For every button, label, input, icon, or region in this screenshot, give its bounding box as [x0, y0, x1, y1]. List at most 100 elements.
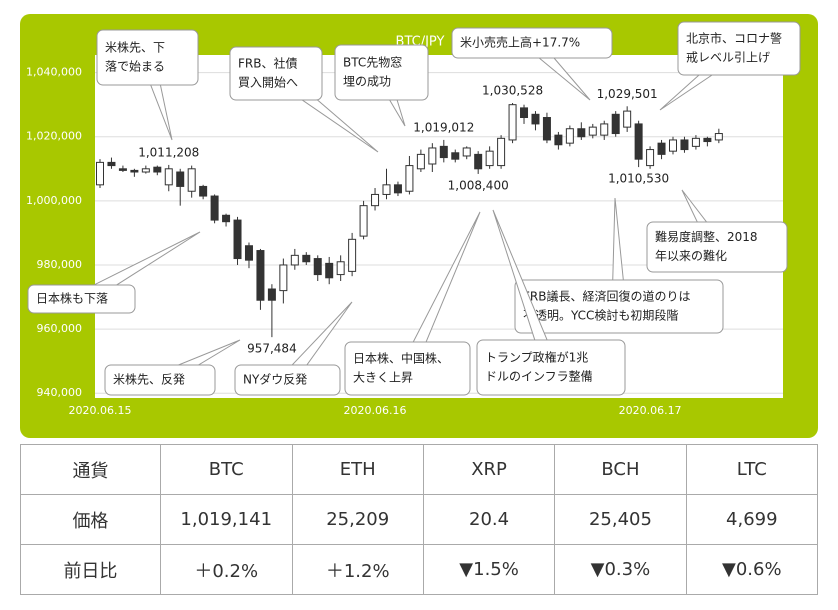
candle-body — [164, 168, 173, 186]
candle-body — [451, 152, 460, 160]
x-tick-label: 2020.06.17 — [619, 404, 682, 417]
candle-body — [336, 261, 345, 276]
candle-body — [176, 171, 185, 187]
table-cell: ＋0.2% — [159, 544, 293, 595]
candle-body — [542, 117, 551, 141]
x-tick-label: 2020.06.16 — [344, 404, 407, 417]
candle-body — [680, 139, 689, 151]
price-label: 957,484 — [247, 342, 297, 356]
price-label: 1,010,530 — [608, 172, 669, 186]
price-label: 1,030,528 — [482, 83, 543, 97]
table-cell: BCH — [554, 444, 687, 495]
callout-box — [234, 364, 341, 396]
table-cell: 1,019,141 — [159, 494, 293, 545]
table-cell: LTC — [685, 444, 819, 495]
candle-body — [325, 262, 334, 279]
callout: 米株先、反発 — [104, 339, 241, 396]
candle-body — [531, 113, 540, 125]
callout-text: トランプ政権が1兆 — [485, 350, 588, 365]
candle-body — [187, 168, 196, 192]
callout-text: 米株先、反発 — [113, 372, 185, 387]
price-label: 1,029,501 — [597, 87, 658, 101]
callout-text: 不透明。YCC検討も初期段階 — [523, 308, 678, 323]
callout-box — [677, 21, 801, 76]
candle-body — [623, 110, 632, 128]
candle-body — [267, 288, 276, 301]
callout-box — [344, 341, 471, 396]
table-cell: 25,405 — [554, 494, 687, 545]
chart: BTC/JPY 940,000960,000980,0001,000,0001,… — [20, 14, 818, 438]
candle-body — [210, 195, 219, 221]
price-label: 1,008,400 — [448, 178, 509, 192]
callout-text: NYダウ反発 — [243, 372, 307, 387]
callout: 日本株も下落 — [27, 231, 201, 314]
callout-text: 戒レベル引上げ — [686, 51, 770, 65]
candle-body — [107, 161, 116, 167]
callout-box — [514, 279, 724, 334]
candle-body — [508, 104, 517, 141]
candle-body — [416, 153, 425, 170]
candle-body — [565, 128, 574, 144]
table-row: 通貨 BTC ETH XRP BCH LTC — [20, 444, 819, 495]
callout-text: 米小売売上高+17.7% — [460, 35, 580, 50]
candle-body — [669, 139, 677, 152]
table-cell: ＋1.2% — [291, 544, 424, 595]
callout-text: 難易度調整、2018 — [655, 229, 758, 244]
table-cell: 通貨 — [20, 444, 161, 495]
candle-body — [290, 254, 299, 266]
callout-box — [229, 46, 323, 101]
callout-box — [104, 364, 216, 396]
callout: NYダウ反発 — [234, 301, 353, 396]
callout-box — [27, 284, 136, 314]
candle-body — [588, 126, 597, 136]
candle-body — [313, 258, 322, 276]
candle-body — [222, 214, 231, 223]
candle-body — [485, 150, 494, 167]
table-cell: XRP — [422, 444, 556, 495]
callout-text: FRB、社債 — [238, 56, 297, 71]
price-label: 1,019,012 — [413, 120, 474, 134]
callout: 米小売売上高+17.7% — [451, 27, 613, 101]
callout-text: 北京市、コロナ警 — [686, 31, 782, 46]
y-tick-label: 1,020,000 — [26, 130, 82, 143]
candle-body — [405, 165, 414, 192]
callout: 難易度調整、2018 年以来の難化 — [646, 189, 788, 273]
candle-body — [118, 168, 127, 171]
y-tick-label: 980,000 — [37, 258, 83, 271]
callout-box — [476, 339, 626, 396]
callout-box — [334, 44, 429, 101]
y-tick-label: 1,000,000 — [26, 194, 82, 207]
candle-body — [96, 161, 104, 186]
x-tick-label: 2020.06.15 — [69, 404, 132, 417]
candle-body — [348, 238, 357, 272]
callout-text: 年以来の難化 — [655, 248, 727, 263]
callout-text: BTC先物窓 — [343, 55, 402, 70]
candle-body — [657, 142, 666, 155]
candle-body — [371, 193, 380, 207]
candle-body — [302, 254, 311, 263]
table-cell: 4,699 — [685, 494, 819, 545]
candle-body — [703, 137, 712, 143]
table-cell: ETH — [291, 444, 424, 495]
candle-body — [462, 147, 471, 157]
candle-body — [497, 137, 506, 167]
callout-box — [646, 221, 788, 273]
candle-body — [359, 205, 368, 237]
table-cell: ▼1.5% — [422, 544, 556, 595]
table-cell: ▼0.6% — [685, 544, 819, 595]
candle-body — [153, 166, 162, 173]
callout-text: 落で始まる — [105, 60, 165, 74]
callout-text: 大きく上昇 — [353, 371, 413, 385]
candle-body — [646, 149, 655, 167]
candle-body — [577, 128, 586, 138]
candle-body — [611, 113, 620, 135]
candle-body — [279, 264, 288, 292]
table-row: 前日比 ＋0.2% ＋1.2% ▼1.5% ▼0.3% ▼0.6% — [20, 544, 819, 595]
callout-text: 日本株も下落 — [36, 291, 108, 306]
